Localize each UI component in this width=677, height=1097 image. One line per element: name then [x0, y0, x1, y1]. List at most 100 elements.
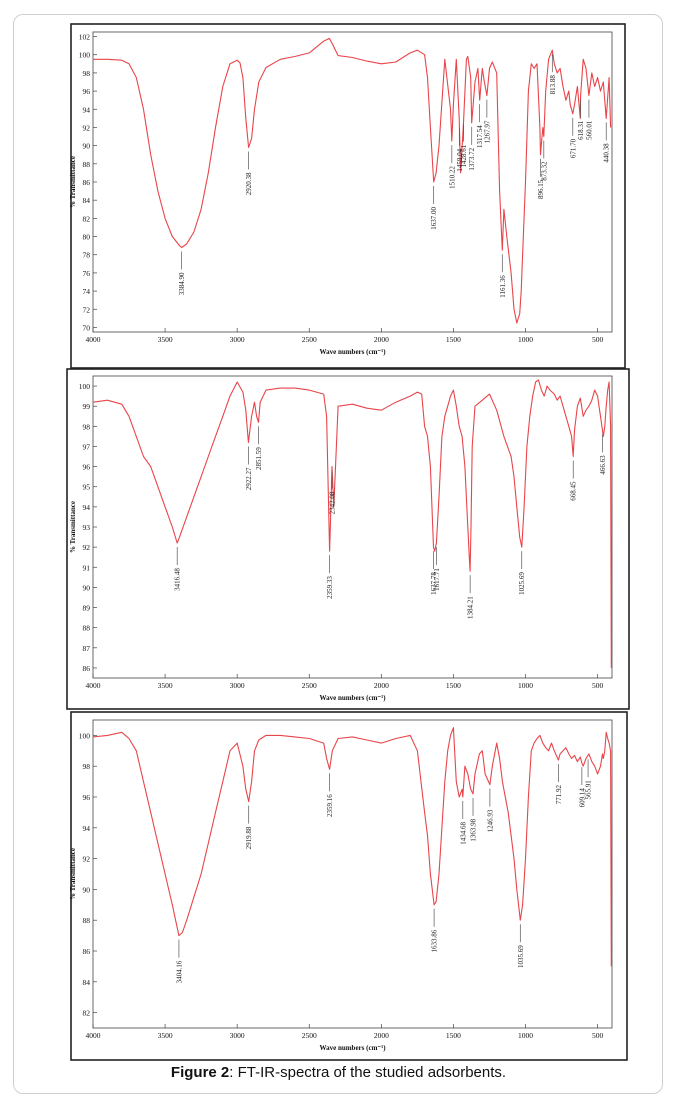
panel-frame — [66, 368, 630, 710]
y-tick-label: 100 — [79, 731, 91, 740]
peak-label: 466.63 — [599, 455, 607, 475]
peak-label: 1267.97 — [483, 120, 491, 143]
x-tick-label: 500 — [592, 681, 604, 690]
y-tick-label: 99 — [83, 402, 91, 411]
peak-label: 2922.27 — [245, 467, 253, 490]
y-tick-label: 87 — [83, 644, 91, 653]
peak-label: 2342.08 — [329, 491, 337, 514]
peak-label: 560.01 — [585, 120, 593, 140]
y-axis-label: % Transmittance — [69, 156, 77, 208]
peak-label: 1246.93 — [486, 809, 494, 832]
figure-frame — [13, 14, 663, 1094]
y-tick-label: 94 — [83, 824, 91, 833]
plot-area — [92, 31, 613, 333]
peak-label: 1428.61 — [460, 144, 468, 167]
x-tick-label: 2500 — [302, 1031, 317, 1040]
y-tick-label: 94 — [83, 105, 91, 114]
y-tick-label: 78 — [83, 251, 91, 260]
peak-label: 3416.48 — [174, 568, 182, 591]
y-tick-label: 100 — [79, 382, 91, 391]
peak-label: 1035.69 — [517, 945, 525, 968]
x-tick-label: 3000 — [230, 1031, 245, 1040]
y-axis-label: % Transmittance — [69, 501, 77, 553]
x-tick-label: 3000 — [230, 681, 245, 690]
y-tick-label: 94 — [83, 503, 91, 512]
x-axis-label: Wave numbers (cm⁻¹) — [319, 1044, 386, 1052]
y-tick-label: 82 — [83, 214, 91, 223]
peak-label: 1363.98 — [470, 818, 478, 841]
x-tick-label: 3500 — [158, 681, 173, 690]
x-tick-label: 2000 — [374, 1031, 389, 1040]
peak-label: 1384.21 — [467, 596, 475, 619]
peak-label: 668.45 — [570, 481, 578, 501]
x-tick-label: 4000 — [86, 1031, 101, 1040]
peak-label: 3404.16 — [175, 960, 183, 983]
y-tick-label: 90 — [83, 885, 91, 894]
y-tick-label: 100 — [79, 51, 91, 60]
x-tick-label: 1500 — [446, 335, 461, 344]
peak-label: 1617.71 — [433, 568, 441, 591]
y-tick-label: 90 — [83, 583, 91, 592]
y-tick-label: 98 — [83, 762, 91, 771]
peak-label: 2359.16 — [326, 794, 334, 817]
peak-label: 896.15 — [537, 179, 545, 199]
x-tick-label: 1000 — [518, 681, 533, 690]
y-tick-label: 90 — [83, 142, 91, 151]
spectrum-line — [92, 727, 612, 967]
peak-label: 1637.78 — [430, 572, 438, 595]
peak-label: 2359.33 — [326, 576, 334, 599]
peak-label: 609.14 — [578, 788, 586, 808]
y-tick-label: 98 — [83, 69, 91, 78]
y-tick-label: 86 — [83, 178, 91, 187]
y-tick-label: 102 — [79, 33, 91, 42]
x-tick-label: 2000 — [374, 681, 389, 690]
x-tick-label: 2500 — [302, 681, 317, 690]
y-tick-label: 76 — [83, 269, 91, 278]
peak-label: 565.91 — [585, 780, 593, 800]
x-tick-label: 1000 — [518, 1031, 533, 1040]
y-tick-label: 84 — [83, 196, 91, 205]
y-tick-label: 80 — [83, 233, 91, 242]
peak-label: 2919.88 — [245, 826, 253, 849]
y-tick-label: 96 — [83, 463, 91, 472]
x-tick-label: 3500 — [158, 335, 173, 344]
peak-label: 1637.00 — [430, 207, 438, 230]
y-tick-label: 98 — [83, 422, 91, 431]
y-tick-label: 96 — [83, 87, 91, 96]
y-tick-label: 72 — [83, 305, 91, 314]
x-tick-label: 2000 — [374, 335, 389, 344]
y-tick-label: 92 — [83, 543, 91, 552]
y-tick-label: 92 — [83, 855, 91, 864]
y-tick-label: 86 — [83, 664, 91, 673]
x-tick-label: 4000 — [86, 681, 101, 690]
y-tick-label: 88 — [83, 624, 91, 633]
x-tick-label: 1500 — [446, 1031, 461, 1040]
plot-area — [92, 375, 613, 679]
y-tick-label: 96 — [83, 793, 91, 802]
spectrum-panel-2: 86 87 88 89 90 91 92 93 94 95 96 97 98 99 100 4000 3500 3… — [66, 368, 630, 710]
peak-label: 813.88 — [549, 75, 557, 95]
y-tick-label: 92 — [83, 123, 91, 132]
x-tick-label: 3500 — [158, 1031, 173, 1040]
x-tick-label: 3000 — [230, 335, 245, 344]
peak-label: 618.31 — [577, 120, 585, 140]
peak-label: 3384.90 — [178, 272, 186, 295]
peak-label: 440.38 — [603, 143, 611, 163]
spectrum-line — [93, 37, 612, 324]
peak-label: 1434.68 — [459, 822, 467, 845]
peak-label: 1510.22 — [448, 166, 456, 189]
x-tick-label: 1000 — [518, 335, 533, 344]
y-tick-label: 95 — [83, 483, 91, 492]
y-tick-label: 86 — [83, 947, 91, 956]
figure-caption: Figure 2: FT-IR-spectra of the studied a… — [0, 1064, 677, 1081]
peak-label: 1317.54 — [476, 125, 484, 148]
spectrum-panel-3: 82 84 86 88 90 92 94 96 98 100 4000 3500 3000 2500 200… — [69, 711, 628, 1061]
caption-label: Figure 2 — [170, 1064, 230, 1081]
peak-label: 1633.86 — [431, 929, 439, 952]
y-tick-label: 97 — [83, 442, 91, 451]
peak-label: 2851.59 — [255, 447, 263, 470]
peak-label: 2920.38 — [245, 172, 253, 195]
plot-area — [92, 719, 613, 1029]
peak-label: 671.70 — [569, 138, 577, 158]
